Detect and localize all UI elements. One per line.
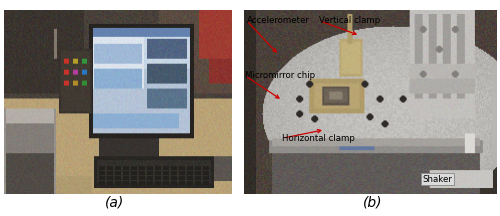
Text: (b): (b) bbox=[363, 195, 382, 210]
Text: Shaker: Shaker bbox=[422, 175, 452, 184]
Text: Vertical clamp: Vertical clamp bbox=[319, 16, 380, 25]
Text: Micromirror chip: Micromirror chip bbox=[245, 71, 315, 80]
Text: Horizontal clamp: Horizontal clamp bbox=[282, 134, 356, 143]
Text: Accelerometer: Accelerometer bbox=[246, 16, 310, 25]
Text: (a): (a) bbox=[106, 195, 124, 210]
